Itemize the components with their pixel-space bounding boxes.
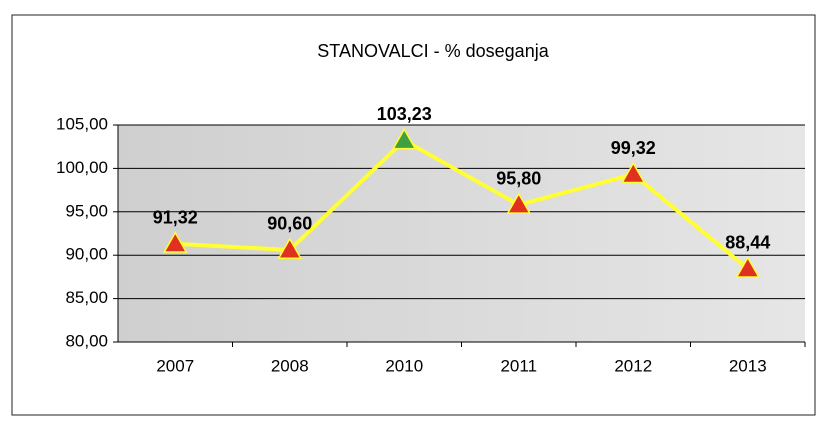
data-label: 91,32 (153, 207, 198, 227)
x-tick-label: 2010 (385, 356, 423, 375)
y-tick-label: 95,00 (65, 201, 108, 220)
data-label: 95,80 (496, 169, 541, 189)
plot-area (118, 125, 805, 342)
x-tick-label: 2013 (729, 356, 767, 375)
y-tick-label: 85,00 (65, 288, 108, 307)
x-tick-label: 2012 (614, 356, 652, 375)
data-label: 99,32 (611, 138, 656, 158)
y-tick-label: 80,00 (65, 331, 108, 350)
line (175, 138, 750, 271)
marker (735, 256, 761, 278)
data-label: 88,44 (725, 232, 770, 252)
x-tick-label: 2007 (156, 356, 194, 375)
y-tick-label: 105,00 (56, 114, 108, 133)
marker (506, 192, 532, 214)
marker (277, 237, 303, 259)
marker (162, 231, 188, 253)
x-tick-label: 2011 (500, 356, 537, 375)
y-tick-label: 90,00 (65, 245, 108, 264)
x-tick-label: 2008 (271, 356, 309, 375)
y-tick-label: 100,00 (56, 158, 108, 177)
data-label: 103,23 (377, 104, 432, 124)
chart-title: STANOVALCI - % doseganja (317, 41, 549, 61)
marker (620, 161, 646, 184)
data-label: 90,60 (267, 214, 312, 234)
marker (391, 127, 417, 150)
